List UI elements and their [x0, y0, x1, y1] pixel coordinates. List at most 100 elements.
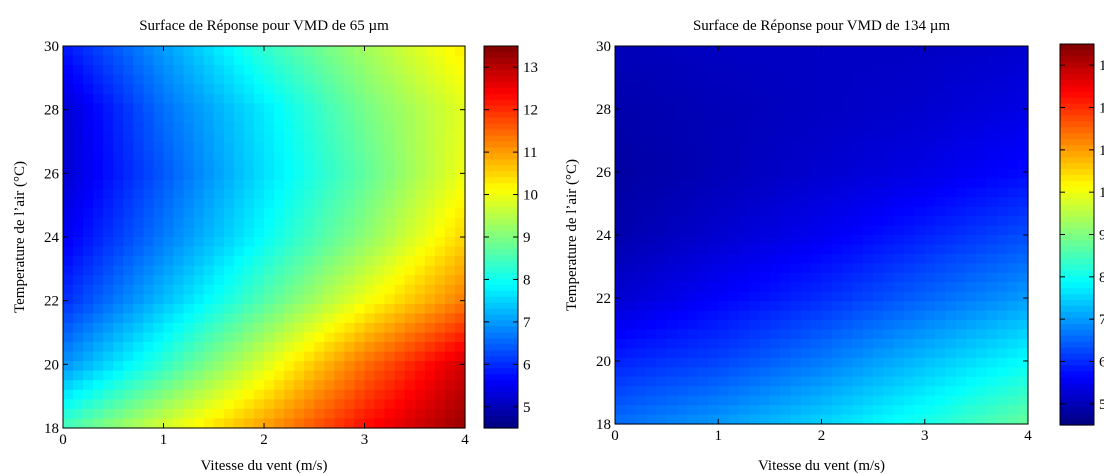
heatmap-cell — [183, 103, 195, 114]
heatmap-cell — [93, 313, 104, 324]
heatmap-cell — [304, 179, 315, 190]
heatmap-cell — [635, 93, 647, 104]
heatmap-cell — [284, 275, 295, 286]
heatmap-cell — [676, 55, 688, 66]
heatmap-cell — [143, 65, 155, 76]
heatmap-cell — [780, 395, 792, 406]
heatmap-cell — [749, 244, 761, 255]
heatmap-cell — [284, 408, 295, 420]
heatmap-cell — [404, 399, 416, 410]
heatmap-cell — [924, 272, 936, 283]
heatmap-cell — [738, 301, 750, 312]
heatmap-cell — [924, 197, 936, 208]
heatmap-cell — [676, 253, 688, 264]
heatmap-cell — [133, 361, 144, 372]
heatmap-cell — [264, 93, 275, 104]
heatmap-cell — [728, 367, 740, 378]
heatmap-cell — [935, 405, 946, 416]
heatmap-cell — [687, 140, 699, 151]
heatmap-cell — [113, 151, 124, 162]
colorbar-tick-label: 9 — [1099, 228, 1104, 244]
heatmap-cell — [414, 351, 426, 362]
heatmap-cell — [997, 348, 1008, 359]
heatmap-cell — [384, 322, 396, 334]
heatmap-cell — [904, 206, 916, 217]
colorbar-band — [1060, 359, 1094, 367]
heatmap-cell — [945, 348, 957, 359]
heatmap-cell — [935, 55, 946, 66]
heatmap-cell — [394, 294, 406, 305]
heatmap-cell — [666, 112, 678, 123]
heatmap-cell — [384, 342, 396, 353]
heatmap-cell — [314, 246, 325, 257]
heatmap-cell — [274, 256, 285, 267]
heatmap-cell — [728, 112, 740, 123]
heatmap-cell — [83, 370, 94, 381]
heatmap-cell — [645, 301, 657, 312]
heatmap-cell — [615, 178, 626, 189]
heatmap-cell — [253, 189, 265, 200]
heatmap-cell — [697, 272, 709, 283]
colorbar-band — [1060, 91, 1094, 99]
heatmap-cell — [986, 140, 998, 151]
heatmap-cell — [945, 357, 957, 368]
heatmap-cell — [811, 216, 823, 227]
heatmap-cell — [103, 275, 114, 286]
heatmap-cell — [73, 208, 84, 219]
heatmap-cell — [163, 122, 175, 133]
heatmap-cell — [133, 303, 144, 314]
heatmap-cell — [645, 405, 657, 416]
y-tick-label: 18 — [44, 421, 59, 437]
heatmap-cell — [676, 301, 688, 312]
heatmap-cell — [93, 74, 104, 85]
heatmap-cell — [924, 140, 936, 151]
heatmap-cell — [404, 303, 416, 314]
heatmap-cell — [935, 225, 946, 236]
heatmap-cell — [852, 386, 864, 397]
heatmap-cell — [904, 55, 916, 66]
heatmap-cell — [759, 149, 771, 160]
heatmap-cell — [63, 284, 74, 295]
heatmap-cell — [394, 103, 406, 114]
heatmap-cell — [625, 291, 637, 302]
heatmap-cell — [203, 55, 215, 66]
heatmap-cell — [253, 46, 265, 57]
heatmap-cell — [707, 149, 719, 160]
heatmap-cell — [374, 399, 386, 410]
heatmap-cell — [790, 376, 802, 387]
heatmap-cell — [955, 206, 967, 217]
heatmap-cell — [203, 275, 215, 286]
heatmap-cell — [294, 332, 305, 343]
heatmap-cell — [924, 395, 936, 406]
heatmap-cell — [924, 46, 936, 57]
heatmap-cell — [284, 103, 295, 114]
heatmap-cell — [163, 208, 175, 219]
heatmap-cell — [93, 237, 104, 248]
heatmap-cell — [444, 418, 456, 429]
heatmap-cell — [666, 338, 678, 349]
colorbar-band — [1060, 133, 1094, 140]
heatmap-cell — [945, 414, 957, 425]
heatmap-cell — [133, 198, 144, 209]
heatmap-cell — [935, 131, 946, 142]
heatmap-cell — [294, 408, 305, 420]
heatmap-cell — [1007, 187, 1019, 198]
heatmap-cell — [223, 122, 235, 133]
heatmap-cell — [852, 93, 864, 104]
heatmap-cell — [294, 256, 305, 267]
colorbar-band — [484, 135, 518, 143]
heatmap-cell — [728, 348, 740, 359]
heatmap-cell — [1017, 282, 1029, 293]
heatmap-cell — [924, 93, 936, 104]
heatmap-cell — [274, 370, 285, 381]
heatmap-cell — [434, 74, 446, 85]
heatmap-cell — [842, 112, 854, 123]
heatmap-cell — [243, 275, 255, 286]
heatmap-cell — [113, 322, 124, 334]
heatmap-cell — [625, 376, 637, 387]
heatmap-cell — [123, 303, 134, 314]
heatmap-cell — [986, 168, 998, 179]
heatmap-cell — [645, 131, 657, 142]
heatmap-cell — [163, 74, 175, 85]
heatmap-cell — [935, 121, 946, 132]
